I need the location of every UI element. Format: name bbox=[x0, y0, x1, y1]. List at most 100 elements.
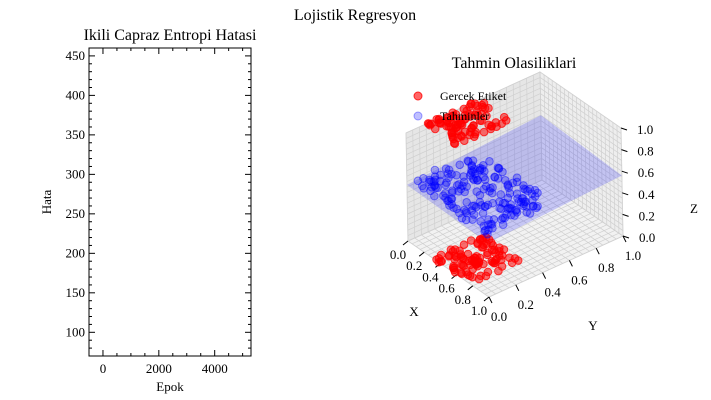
floor-grid-x bbox=[476, 227, 611, 289]
prediction-point bbox=[485, 157, 494, 166]
x-tick-3d bbox=[483, 296, 490, 302]
prediction-point bbox=[498, 167, 507, 177]
prediction-point bbox=[455, 208, 464, 218]
floor-grid-y bbox=[494, 201, 577, 258]
prediction-point bbox=[459, 177, 469, 187]
loss-plot-frame bbox=[88, 47, 252, 357]
back-grid-x bbox=[592, 108, 595, 217]
floor-grid-y bbox=[541, 179, 624, 237]
back-grid-x bbox=[620, 127, 624, 237]
back-grid-z bbox=[540, 114, 622, 172]
true-label-point bbox=[483, 267, 493, 277]
back-grid-z bbox=[540, 87, 622, 145]
prediction-point bbox=[462, 198, 471, 207]
prediction-point bbox=[468, 201, 477, 211]
prediction-point bbox=[463, 156, 473, 166]
floor-grid-y bbox=[535, 182, 617, 240]
prediction-surface bbox=[406, 115, 622, 243]
prediction-point bbox=[475, 163, 485, 173]
z-tick-3d bbox=[621, 170, 628, 174]
prediction-point bbox=[512, 173, 522, 182]
prediction-point bbox=[448, 188, 457, 197]
prediction-point bbox=[506, 210, 516, 220]
legend-marker-predictions bbox=[413, 111, 423, 121]
prediction-point bbox=[525, 209, 535, 218]
back-grid-x bbox=[604, 116, 608, 225]
prediction-point bbox=[481, 182, 491, 191]
prediction-point bbox=[486, 219, 496, 229]
prediction-point bbox=[469, 175, 479, 185]
prediction-point bbox=[471, 202, 481, 212]
y-tick-label: 200 bbox=[66, 245, 86, 260]
prediction-point bbox=[462, 208, 471, 218]
side-grid-y bbox=[526, 78, 529, 187]
y-tick-label: 300 bbox=[66, 166, 86, 181]
prediction-point bbox=[529, 201, 538, 211]
true-label-point bbox=[488, 257, 498, 267]
prediction-point bbox=[458, 181, 467, 190]
prediction-point bbox=[480, 226, 489, 236]
back-grid-x bbox=[588, 105, 591, 214]
true-label-point bbox=[434, 118, 444, 128]
prediction-point bbox=[456, 184, 466, 194]
prediction-point bbox=[444, 165, 454, 175]
prediction-point bbox=[433, 183, 442, 193]
prediction-point bbox=[454, 180, 464, 189]
y-tick-3d bbox=[622, 235, 627, 243]
prediction-point bbox=[532, 203, 541, 213]
z-tick-3d bbox=[621, 149, 628, 153]
prediction-point bbox=[477, 200, 486, 210]
prediction-point bbox=[496, 204, 506, 214]
prediction-point bbox=[442, 178, 451, 187]
prediction-point bbox=[426, 186, 435, 196]
prediction-point bbox=[516, 197, 526, 207]
prediction-point bbox=[520, 197, 529, 207]
z-tick-3d bbox=[620, 127, 628, 131]
axis-grid bbox=[405, 71, 624, 298]
side-grid-y bbox=[519, 81, 523, 190]
floor-grid-y bbox=[508, 194, 590, 252]
x-tick-label-3d: 0.2 bbox=[406, 258, 422, 273]
side-grid-z bbox=[406, 120, 542, 182]
prediction-point bbox=[480, 167, 489, 176]
prediction-point bbox=[476, 217, 485, 226]
prediction-point bbox=[444, 173, 453, 183]
prediction-point bbox=[500, 213, 510, 223]
y-tick-label-3d: 1.0 bbox=[625, 248, 641, 263]
prediction-point bbox=[512, 189, 522, 199]
prediction-point bbox=[413, 176, 423, 186]
prediction-point bbox=[487, 220, 497, 229]
prediction-point bbox=[488, 223, 497, 233]
loss-chart-title: Ikili Capraz Entropi Hatasi bbox=[84, 27, 257, 44]
prediction-point bbox=[512, 205, 521, 215]
prediction-point bbox=[419, 184, 429, 193]
prediction-point bbox=[533, 201, 542, 211]
prediction-point bbox=[443, 169, 453, 178]
floor-grid-x bbox=[484, 232, 620, 295]
y-tick-label-3d: 0.6 bbox=[571, 272, 588, 287]
y-tick-label: 350 bbox=[66, 127, 86, 142]
true-label-point bbox=[470, 256, 479, 266]
prediction-point bbox=[467, 160, 477, 170]
true-label-point bbox=[479, 98, 489, 108]
floor-grid-y bbox=[521, 188, 604, 246]
back-grid-x bbox=[612, 122, 616, 231]
floor-grid-y bbox=[528, 185, 610, 243]
prediction-point bbox=[468, 215, 477, 224]
x-tick-label-3d: 0.0 bbox=[390, 247, 406, 262]
back-grid-z bbox=[540, 98, 622, 156]
y-tick-3d bbox=[595, 247, 600, 255]
prediction-point bbox=[436, 170, 445, 180]
side-grid-z bbox=[406, 114, 541, 177]
y-axis-label-3d: Y bbox=[588, 318, 598, 333]
x-tick-label: 2000 bbox=[146, 361, 172, 376]
prediction-point bbox=[470, 201, 479, 211]
prediction-point bbox=[525, 184, 535, 194]
prediction-point bbox=[429, 181, 439, 191]
prediction-point bbox=[503, 180, 513, 189]
prediction-point bbox=[429, 177, 439, 186]
prediction-point bbox=[461, 215, 471, 225]
prediction-point bbox=[495, 203, 505, 213]
x-tick-3d bbox=[402, 240, 409, 246]
